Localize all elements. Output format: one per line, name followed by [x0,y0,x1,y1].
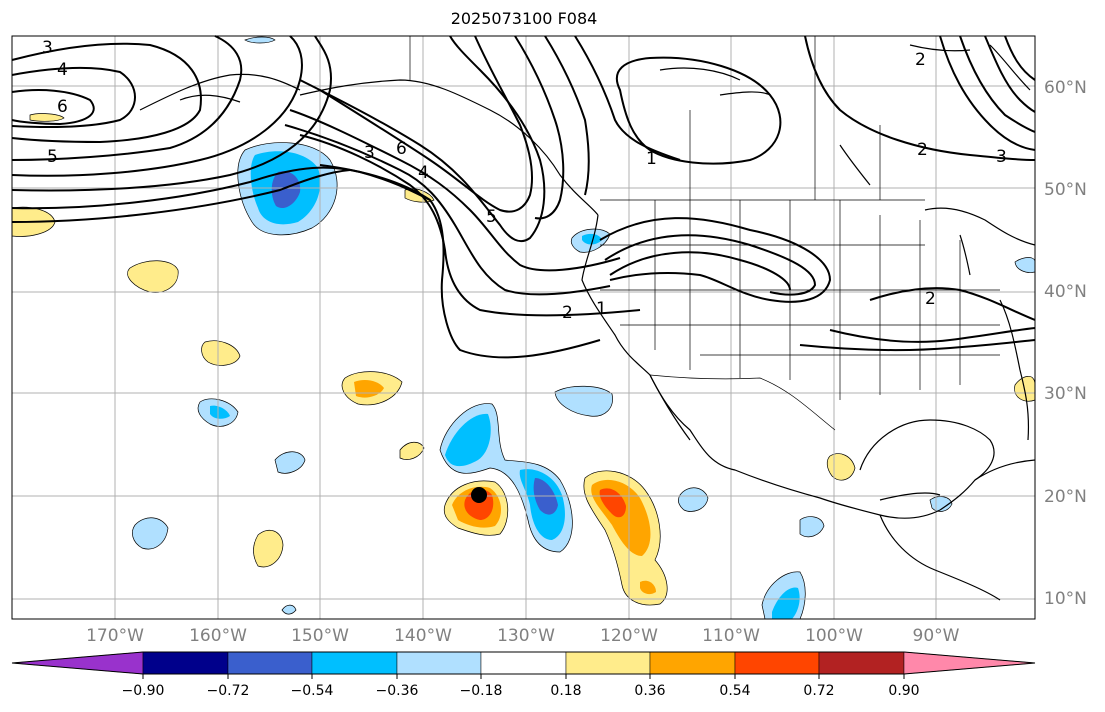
colorbar-segment [565,651,651,675]
lon-label: 160°W [189,626,247,646]
colorbar-segment [227,651,313,675]
contour-label: 6 [396,139,407,159]
lon-label: 120°W [600,626,658,646]
colorbar-tick-label: −0.36 [375,683,419,699]
lon-label: 150°W [291,626,349,646]
contour-label: 2 [562,303,573,323]
lat-label: 10°N [1044,589,1087,609]
contour-label: 3 [364,143,375,163]
storm-center-marker [471,487,487,503]
colorbar-segment [311,651,398,675]
colorbar-tick-label: −0.90 [121,683,165,699]
contour-lines [11,35,1036,359]
lat-label: 60°N [1044,78,1087,98]
contour-labels: 3 4 6 5 3 6 4 5 2 1 1 2 2 2 3 [42,38,1007,323]
lat-label: 20°N [1044,487,1087,507]
lon-label: 90°W [912,626,960,646]
lat-label: 50°N [1044,180,1087,200]
lon-label: 130°W [497,626,555,646]
colorbar-tick-label: 0.54 [719,683,751,699]
colorbar-segment [396,651,482,675]
lon-label: 110°W [702,626,760,646]
contour-label: 3 [996,147,1007,167]
contour-label: 5 [486,207,497,227]
map-title: 2025073100 F084 [450,9,598,28]
contour-label: 1 [646,149,657,169]
contour-label: 3 [42,38,53,58]
lon-label: 170°W [86,626,144,646]
contour-label: 1 [596,299,607,319]
contour-label: 6 [57,97,68,117]
colorbar-segment [480,651,567,675]
contour-label: 2 [915,50,926,70]
colorbar-segment [142,651,229,675]
contour-label: 2 [925,289,936,309]
colorbar-segment [903,651,1036,675]
contour-label: 4 [57,60,68,80]
lat-label: 40°N [1044,282,1087,302]
colorbar-tick-label: −0.54 [290,683,334,699]
contour-label: 5 [47,147,58,167]
colorbar-segment [649,651,736,675]
graticule [12,36,1035,619]
colorbar-tick-label: 0.18 [550,683,582,699]
lat-label: 30°N [1044,384,1087,404]
map-frame [11,35,1036,620]
coastlines [139,44,1036,601]
colorbar-tick-label: 0.72 [803,683,835,699]
lon-label: 100°W [805,626,863,646]
colorbar-segment [818,651,905,675]
colorbar-tick-label: −0.72 [206,683,250,699]
colorbar [11,651,1036,679]
contour-label: 2 [917,140,928,160]
colorbar-segment [11,651,144,675]
colorbar-tick-label: 0.90 [888,683,920,699]
contour-label: 4 [418,163,429,183]
colorbar-tick-label: −0.18 [459,683,503,699]
lon-label: 140°W [394,626,452,646]
colorbar-segment [734,651,820,675]
colorbar-tick-label: 0.36 [634,683,666,699]
